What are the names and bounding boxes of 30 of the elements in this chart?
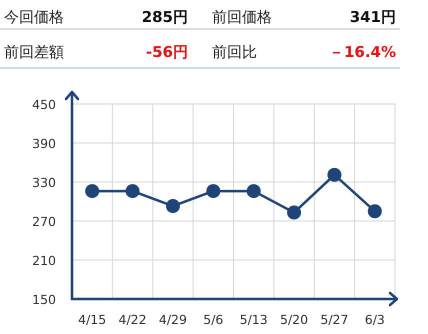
x-tick-label: 4/15 [78, 312, 106, 327]
y-tick-label: 330 [32, 175, 56, 190]
text: 285円 [142, 8, 188, 26]
x-tick-label: 5/20 [280, 312, 308, 327]
point [126, 184, 140, 198]
text: 前回価格 [212, 8, 272, 26]
x-tick-label: 6/3 [364, 312, 385, 327]
text: -56円 [146, 43, 188, 61]
y-tick-label: 450 [32, 97, 56, 112]
point [206, 184, 220, 198]
x-tick-label: 5/27 [320, 312, 348, 327]
point [287, 206, 302, 220]
point [166, 199, 180, 214]
x-tick-label: 5/13 [240, 312, 268, 327]
x-tick-label: 4/22 [118, 312, 147, 327]
y-tick-label: 210 [32, 253, 56, 268]
y-tick-label: 270 [32, 214, 56, 229]
text: 前回比 [212, 43, 257, 61]
text: 341円 [350, 8, 396, 26]
text: 今回価格 [4, 8, 64, 26]
text: 前回差額 [4, 43, 64, 61]
point [85, 184, 100, 198]
x-tick-label: 5/6 [203, 312, 224, 327]
y-tick-label: 150 [32, 292, 56, 307]
text: －16.4% [328, 43, 396, 61]
point [246, 184, 261, 198]
point [327, 168, 342, 182]
point [368, 204, 382, 218]
x-tick-label: 4/29 [158, 312, 188, 327]
y-tick-label: 390 [32, 136, 56, 151]
